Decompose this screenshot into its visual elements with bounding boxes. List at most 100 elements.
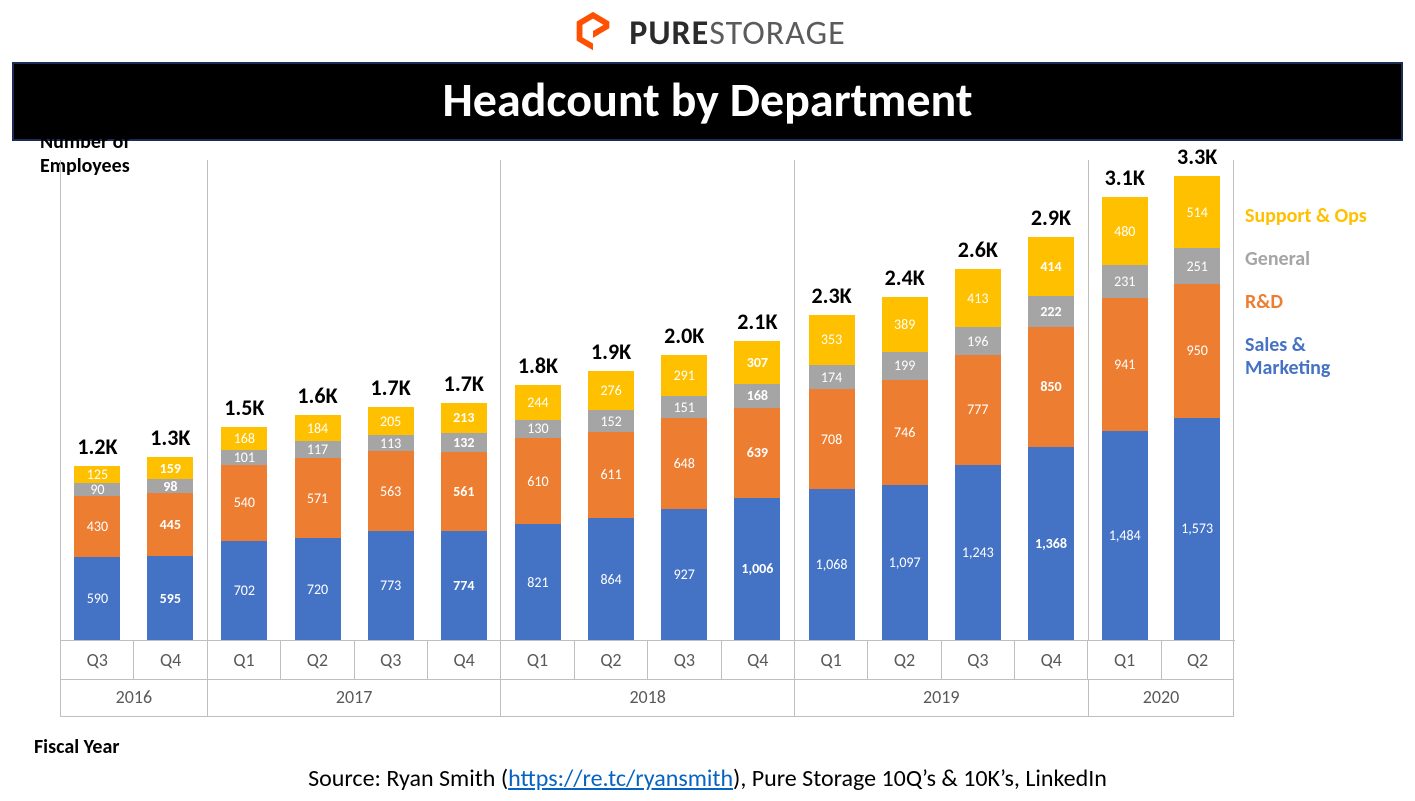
seg-support: 353: [809, 315, 855, 365]
seg-sales: 1,006: [734, 498, 780, 640]
xaxis-quarter: Q4: [721, 641, 794, 679]
bar-2017-Q1: 702540101168 1.5K: [208, 160, 281, 640]
seg-rd: 611: [588, 432, 634, 518]
seg-sales: 720: [295, 538, 341, 640]
bar-2020-Q1: 1,484941231480 3.1K: [1089, 160, 1161, 640]
total-label: 3.1K: [1089, 164, 1161, 191]
xaxis-year: 2016: [60, 679, 207, 717]
x-axis: Q3Q4Q1Q2Q3Q4Q1Q2Q3Q4Q1Q2Q3Q4Q1Q2 2016201…: [60, 641, 1235, 721]
plot-area: 590430901251.2K595445981591.3K7025401011…: [60, 160, 1235, 641]
xaxis-quarter: Q1: [794, 641, 867, 679]
seg-general: 101: [221, 450, 267, 464]
seg-support: 307: [734, 341, 780, 384]
logo-text: PURESTORAGE: [629, 13, 845, 54]
total-label: 2.0K: [648, 322, 721, 349]
seg-general: 168: [734, 384, 780, 408]
seg-rd: 571: [295, 458, 341, 539]
seg-general: 231: [1102, 265, 1148, 298]
seg-general: 152: [588, 410, 634, 431]
bar-2018-Q4: 1,006639168307 2.1K: [721, 160, 794, 640]
source-citation: Source: Ryan Smith (https://re.tc/ryansm…: [0, 764, 1415, 793]
total-label: 1.9K: [575, 338, 648, 365]
year-group-2018: 8216101302441.8K8646111522761.9K92764815…: [500, 160, 794, 640]
xaxis-quarter: Q3: [60, 641, 133, 679]
legend-item-general: General: [1245, 248, 1385, 271]
seg-general: 222: [1028, 296, 1074, 327]
seg-support: 414: [1028, 237, 1074, 295]
total-label: 2.4K: [868, 264, 941, 291]
seg-general: 117: [295, 441, 341, 458]
seg-general: 174: [809, 365, 855, 390]
seg-general: 90: [74, 483, 120, 496]
xaxis-quarter: Q2: [867, 641, 940, 679]
seg-support: 244: [515, 385, 561, 419]
xaxis-year: 2020: [1088, 679, 1235, 717]
xaxis-quarter: Q2: [574, 641, 647, 679]
seg-rd: 746: [882, 380, 928, 485]
seg-sales: 1,097: [882, 485, 928, 640]
seg-support: 159: [147, 457, 193, 479]
logo: PURESTORAGE: [0, 0, 1415, 58]
seg-support: 213: [441, 403, 487, 433]
total-label: 2.6K: [941, 236, 1014, 263]
total-label: 1.8K: [501, 352, 574, 379]
source-link[interactable]: https://re.tc/ryansmith: [508, 764, 733, 793]
seg-rd: 950: [1174, 284, 1220, 418]
seg-sales: 590: [74, 557, 120, 640]
bar-2019-Q4: 1,3688502224142.9K: [1014, 160, 1087, 640]
bar-2019-Q1: 1,0687081743532.3K: [795, 160, 868, 640]
seg-general: 130: [515, 420, 561, 438]
bar-2016-Q3: 590430901251.2K: [61, 160, 134, 640]
legend: Support & OpsGeneralR&DSales & Marketing: [1245, 185, 1385, 400]
total-label: 1.7K: [354, 374, 427, 401]
xaxis-quarter: Q2: [280, 641, 353, 679]
seg-support: 480: [1102, 197, 1148, 265]
seg-support: 184: [295, 415, 341, 441]
total-label: 3.3K: [1161, 143, 1233, 170]
seg-sales: 1,243: [955, 465, 1001, 640]
seg-support: 168: [221, 427, 267, 451]
seg-general: 132: [441, 433, 487, 452]
seg-general: 251: [1174, 248, 1220, 283]
xaxis-quarter: Q3: [647, 641, 720, 679]
year-group-2017: 702540101168 1.5K7205711171841.6K77356311…: [207, 160, 501, 640]
seg-support: 125: [74, 466, 120, 484]
seg-sales: 773: [368, 531, 414, 640]
x-axis-label: Fiscal Year: [34, 735, 119, 759]
seg-support: 291: [661, 355, 707, 396]
bar-2017-Q2: 7205711171841.6K: [281, 160, 354, 640]
year-group-2016: 590430901251.2K595445981591.3K: [60, 160, 207, 640]
legend-item-rd: R&D: [1245, 291, 1385, 314]
seg-sales: 774: [441, 531, 487, 640]
seg-general: 113: [368, 435, 414, 451]
seg-rd: 941: [1102, 298, 1148, 431]
year-group-2020: 1,484941231480 3.1K1,5739502515143.3K: [1088, 160, 1235, 640]
bar-2018-Q3: 9276481512912.0K: [648, 160, 721, 640]
seg-rd: 445: [147, 493, 193, 556]
total-label: 1.7K: [427, 370, 500, 397]
total-label: 1.3K: [134, 424, 207, 451]
bar-2020-Q2: 1,5739502515143.3K: [1161, 160, 1233, 640]
seg-rd: 561: [441, 452, 487, 531]
xaxis-quarter: Q4: [1014, 641, 1087, 679]
seg-general: 151: [661, 396, 707, 417]
seg-rd: 540: [221, 465, 267, 541]
seg-rd: 430: [74, 496, 120, 557]
year-group-2019: 1,0687081743532.3K1,0977461993892.4K1,24…: [794, 160, 1088, 640]
bar-2019-Q3: 1,2437771964132.6K: [941, 160, 1014, 640]
total-label: 2.1K: [721, 308, 794, 335]
seg-support: 276: [588, 371, 634, 410]
seg-sales: 1,368: [1028, 447, 1074, 640]
xaxis-quarter: Q2: [1161, 641, 1234, 679]
bar-2017-Q3: 7735631132051.7K: [354, 160, 427, 640]
total-label: 1.5K: [208, 394, 281, 421]
xaxis-quarter: Q1: [500, 641, 573, 679]
seg-sales: 1,484: [1102, 431, 1148, 641]
seg-sales: 702: [221, 541, 267, 640]
seg-support: 413: [955, 269, 1001, 327]
seg-rd: 639: [734, 408, 780, 498]
seg-general: 199: [882, 352, 928, 380]
seg-sales: 864: [588, 518, 634, 640]
xaxis-quarter: Q4: [133, 641, 206, 679]
seg-rd: 648: [661, 418, 707, 509]
